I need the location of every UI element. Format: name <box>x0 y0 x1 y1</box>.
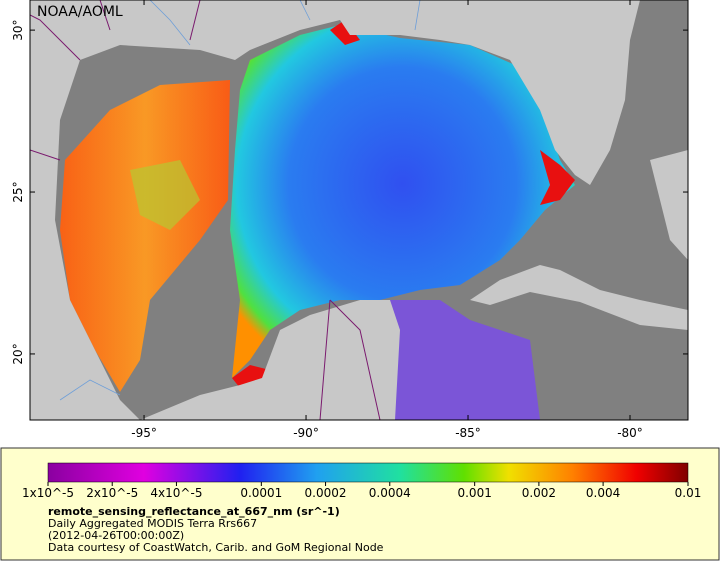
lat-tick-label: 20° <box>11 343 25 364</box>
colorbar-tick-label: 0.0001 <box>240 486 282 500</box>
colorbar-tick-label: 0.01 <box>675 486 702 500</box>
west-gulf-data <box>60 80 230 392</box>
axes: -95° -90° -85° -80° 20° 25° 30° <box>11 0 688 440</box>
colorbar-tick-label: 1x10^-5 <box>22 486 74 500</box>
legend-time: (2012-04-26T00:00:00Z) <box>48 529 184 542</box>
colorbar-ticks: 1x10^-5 2x10^-5 4x10^-5 0.0001 0.0002 0.0004 0… <box>22 482 701 500</box>
west-gulf-green <box>130 160 200 230</box>
map-frame <box>29 0 689 421</box>
colorbar-tick-label: 0.001 <box>457 486 491 500</box>
colorbar-tick-label: 0.002 <box>522 486 556 500</box>
credit: NOAA/AOML <box>37 4 123 20</box>
rivers <box>59 0 421 401</box>
lon-tick-label: -80° <box>617 426 643 440</box>
map <box>30 0 688 420</box>
lon-tick-label: -85° <box>455 426 481 440</box>
colorbar-tick-label: 0.0002 <box>305 486 347 500</box>
yucatan-data <box>380 300 540 420</box>
legend-variable: remote_sensing_reflectance_at_667_nm (sr… <box>48 505 340 518</box>
colorbar-tick-label: 0.004 <box>586 486 620 500</box>
colorbar-tick-label: 0.0004 <box>369 486 411 500</box>
east-gulf-data <box>230 25 575 378</box>
bahamas <box>650 150 688 260</box>
lat-tick-label: 30° <box>11 19 25 40</box>
legend-source: Data courtesy of CoastWatch, Carib. and … <box>48 541 384 554</box>
land-north <box>30 0 640 420</box>
colorbar <box>47 462 689 483</box>
cuba <box>470 265 688 330</box>
lon-tick-label: -95° <box>131 426 157 440</box>
lat-tick-label: 25° <box>11 181 25 202</box>
lon-tick-label: -90° <box>293 426 319 440</box>
land-south <box>140 300 400 420</box>
legend-description: Daily Aggregated MODIS Terra Rrs667 <box>48 517 257 530</box>
colorbar-tick-label: 2x10^-5 <box>86 486 138 500</box>
colorbar-tick-label: 4x10^-5 <box>150 486 202 500</box>
borders <box>30 0 381 420</box>
